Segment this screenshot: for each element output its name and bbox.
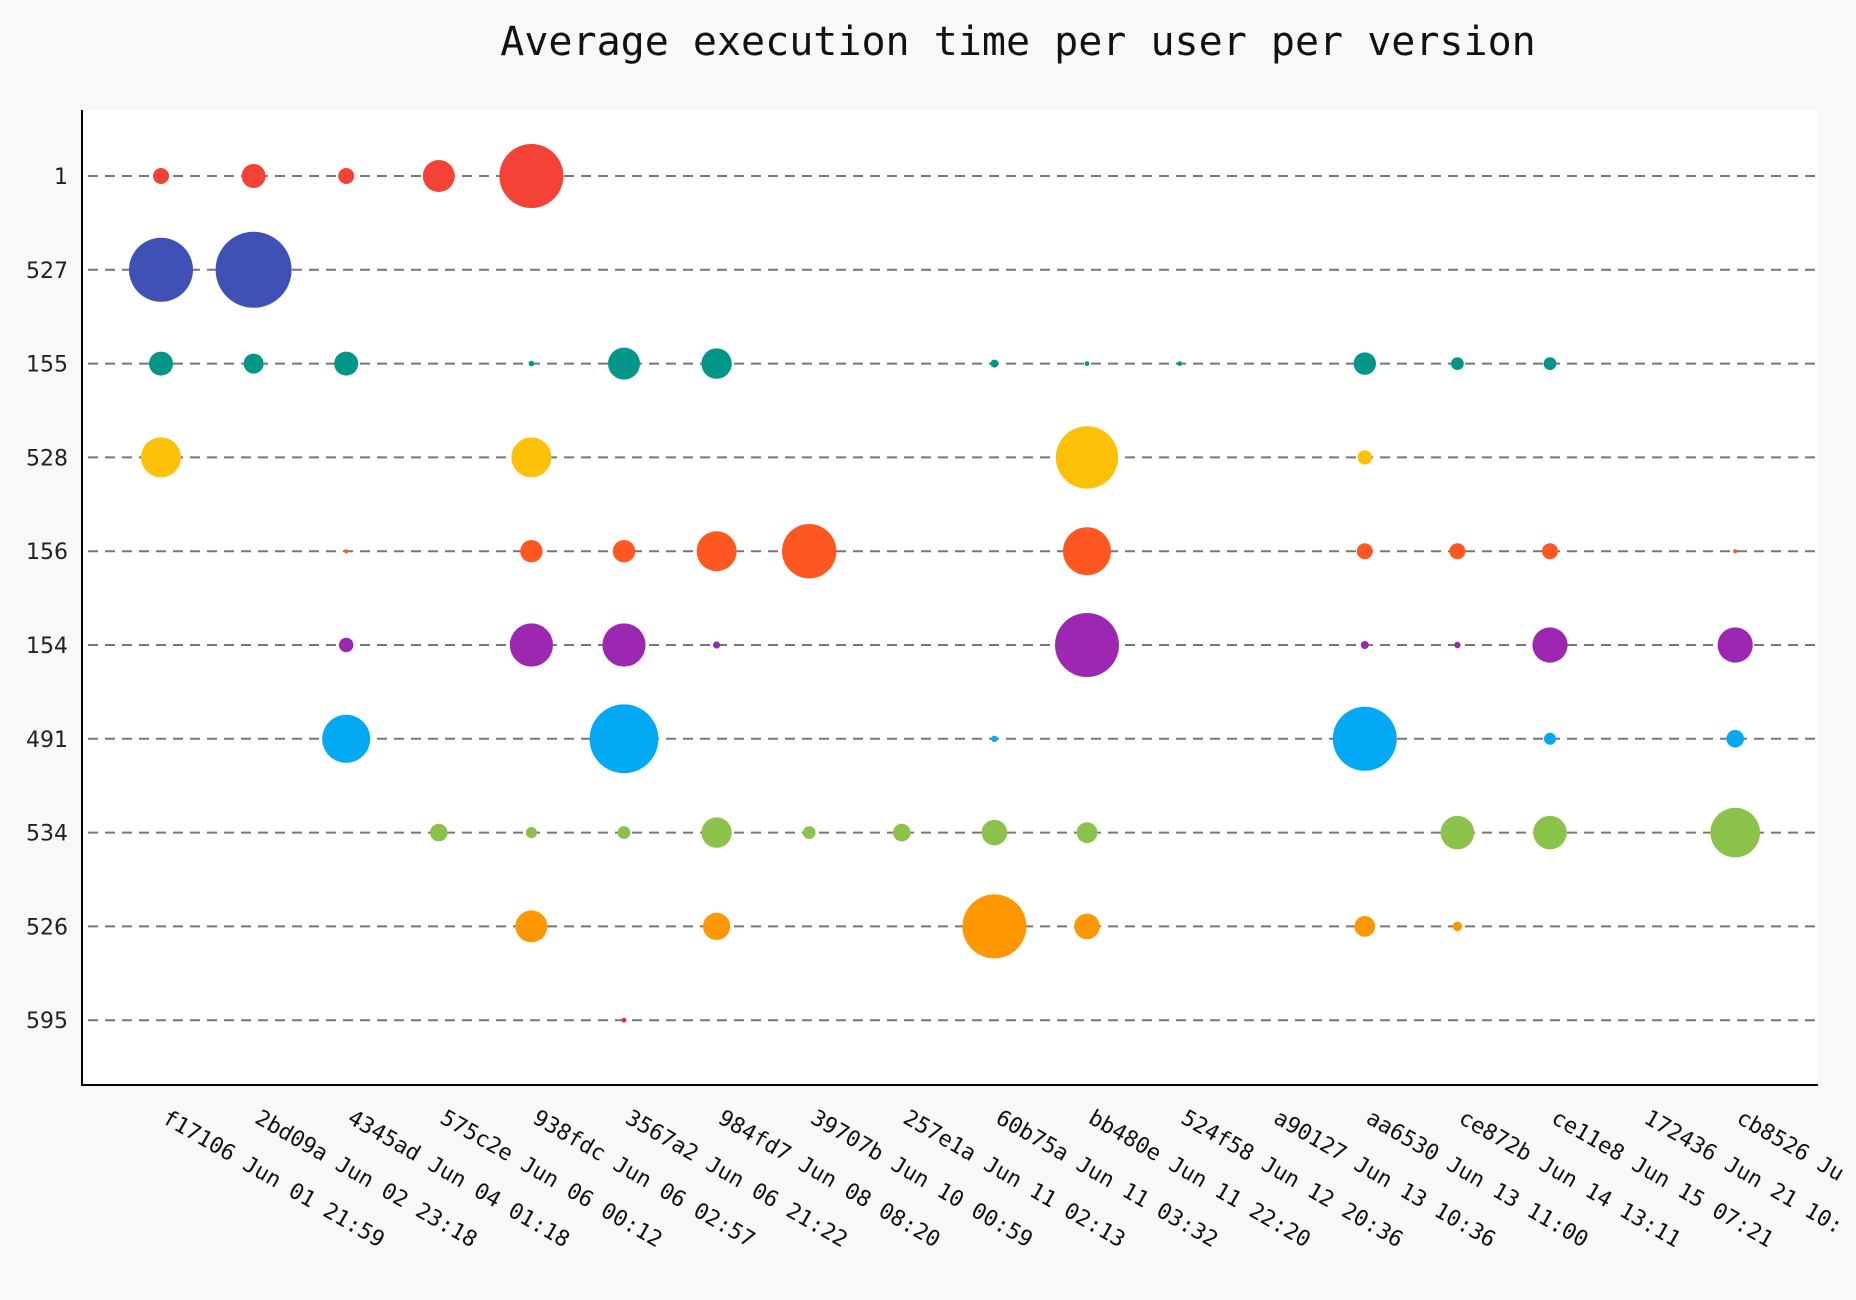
bubble [149,351,173,376]
bubble [1074,913,1100,940]
bubble [499,144,564,208]
bubble [344,549,349,554]
y-tick-label: 526 [26,915,68,940]
bubble [1543,357,1557,370]
bubble [215,231,292,308]
plot-area [82,110,1818,1085]
bubble [520,540,543,563]
bubble [990,359,999,368]
bubble [339,637,354,653]
y-tick-label: 156 [26,540,68,565]
bubble [1449,543,1466,560]
bubble [1055,426,1119,489]
bubble [1726,730,1744,748]
bubble [893,823,911,842]
bubble [782,524,837,579]
bubble [612,540,636,563]
bubble [617,826,631,839]
bubble [338,168,355,184]
bubble [1063,527,1111,576]
bubble [243,353,264,374]
bubble [991,735,998,742]
bubble [1356,543,1373,560]
bubble [696,531,737,572]
bubble [525,827,538,839]
y-axis-ticks: 1 527 155 528 156 154 491 534 526 595 [26,165,68,1034]
bubble [1177,361,1182,366]
bubble [1353,352,1377,375]
bubble [422,160,455,192]
bubble [322,714,371,763]
bubble [589,704,659,774]
bubble [511,437,552,478]
bubble [153,168,169,184]
bubble [608,347,640,380]
bubble [802,826,816,839]
bubble [701,817,732,848]
bubble [713,641,721,649]
bubble [981,819,1008,846]
bubble [1332,706,1397,771]
chart-title: Average execution time per user per vers… [500,19,1536,65]
y-tick-label: 527 [26,259,68,284]
bubble [1533,815,1567,850]
y-tick-label: 528 [26,446,68,471]
bubble [1440,815,1475,850]
bubble [528,360,535,367]
bubbles [129,144,1760,1023]
bubble [701,348,732,379]
bubble [1084,361,1090,366]
bubble [1451,357,1464,370]
bubble [1452,921,1463,932]
bubble [509,623,553,667]
bubble [1710,807,1760,858]
bubble [1076,822,1098,843]
y-tick-label: 491 [26,728,68,753]
y-tick-label: 155 [26,353,68,378]
bubble [241,164,266,188]
bubble [1717,627,1753,663]
bubble [1544,732,1556,745]
bubble [703,912,731,941]
y-tick-label: 534 [26,822,68,847]
bubble [430,823,448,842]
bubble [129,237,193,302]
bubble [621,1017,627,1023]
bubble [962,894,1027,959]
bubble [602,623,646,667]
y-tick-label: 154 [26,634,68,659]
bubble [141,437,181,478]
bubble [1055,613,1119,677]
y-tick-label: 1 [54,165,68,190]
bubble [1532,627,1568,663]
bubble [1357,450,1373,465]
bubble [1454,641,1461,649]
bubble [334,351,359,376]
y-tick-label: 595 [26,1009,68,1034]
bubble [1360,641,1369,649]
bubble [1354,916,1376,937]
bubble [1542,543,1558,560]
bubble [1733,549,1738,554]
bubble [515,910,548,943]
